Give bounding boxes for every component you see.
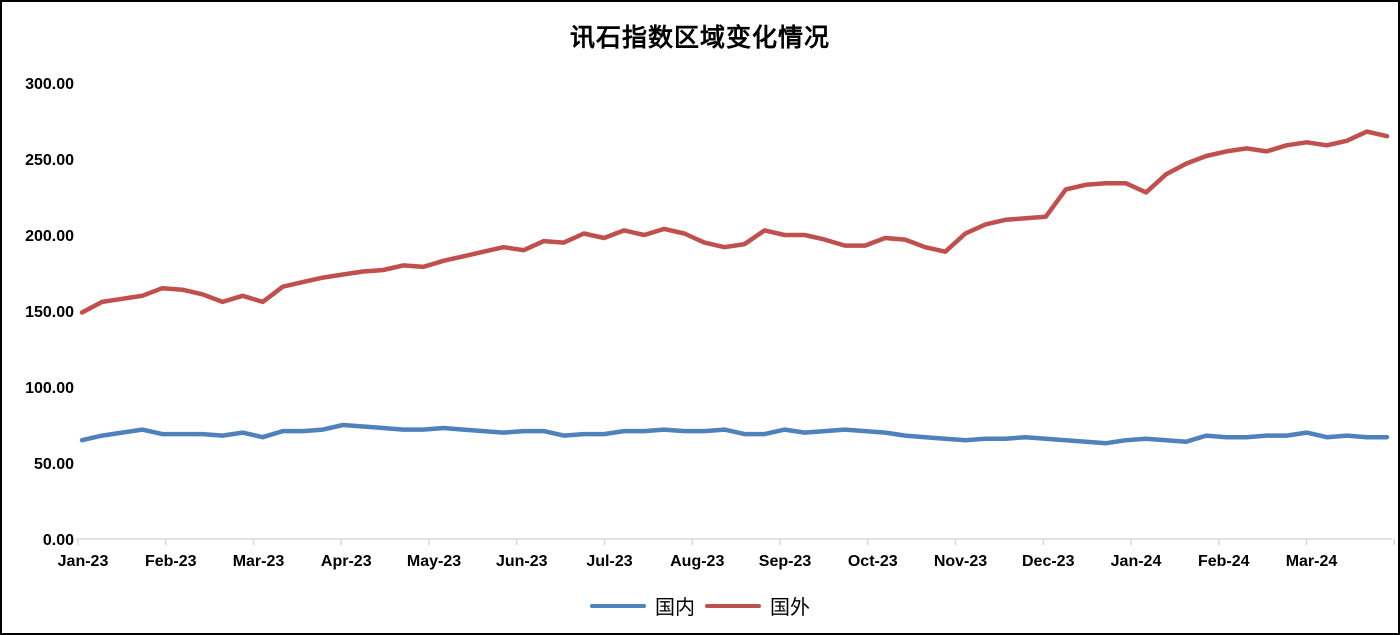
- y-axis-label: 50.00: [34, 456, 74, 473]
- x-axis-label: Mar-23: [233, 553, 285, 570]
- x-axis-label: Feb-24: [1198, 553, 1250, 570]
- legend-item-foreign[interactable]: 国外: [705, 591, 810, 620]
- y-axis-label: 100.00: [25, 380, 74, 397]
- y-axis-label: 200.00: [25, 228, 74, 245]
- x-axis-label: Sep-23: [759, 553, 812, 570]
- x-axis-label: Feb-23: [145, 553, 197, 570]
- y-axis-label: 300.00: [25, 76, 74, 93]
- x-axis-label: May-23: [407, 553, 461, 570]
- x-axis-label: Aug-23: [670, 553, 724, 570]
- x-axis-label: Mar-24: [1286, 553, 1338, 570]
- y-axis-label: 0.00: [43, 532, 74, 549]
- legend-item-domestic[interactable]: 国内: [590, 591, 695, 620]
- series-line-foreign: [79, 129, 1390, 315]
- x-axis-label: Jun-23: [496, 553, 548, 570]
- legend-swatch-foreign-icon: [705, 603, 761, 608]
- y-axis-label: 250.00: [25, 152, 74, 169]
- x-axis-label: Jan-23: [58, 553, 109, 570]
- chart-title: 讯石指数区域变化情况: [569, 25, 830, 52]
- legend-label-domestic: 国内: [655, 597, 695, 619]
- x-axis-label: Dec-23: [1022, 553, 1075, 570]
- x-axis-label: Jan-24: [1111, 553, 1162, 570]
- legend-swatch-domestic-icon: [590, 603, 646, 608]
- legend-label-foreign: 国外: [770, 597, 810, 619]
- series-line-domestic: [79, 422, 1390, 446]
- y-axis-label: 150.00: [25, 304, 74, 321]
- legend: 国内 国外: [2, 591, 1398, 620]
- x-axis-label: Apr-23: [321, 553, 372, 570]
- x-axis-label: Oct-23: [848, 553, 898, 570]
- x-axis-label: Jul-23: [586, 553, 632, 570]
- x-axis-label: Nov-23: [934, 553, 987, 570]
